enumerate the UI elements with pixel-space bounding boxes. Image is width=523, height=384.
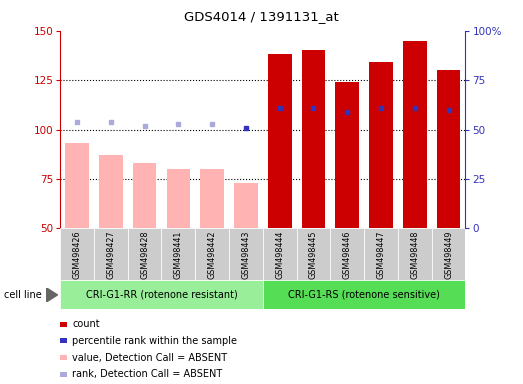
Bar bbox=[99, 155, 122, 228]
Bar bbox=[302, 50, 325, 228]
Bar bbox=[60, 355, 67, 360]
Bar bbox=[437, 70, 460, 228]
Bar bbox=[60, 372, 67, 376]
Text: GDS4014 / 1391131_at: GDS4014 / 1391131_at bbox=[184, 10, 339, 23]
Bar bbox=[229, 228, 263, 280]
Text: GSM498449: GSM498449 bbox=[444, 230, 453, 279]
Text: GSM498428: GSM498428 bbox=[140, 230, 149, 279]
Text: rank, Detection Call = ABSENT: rank, Detection Call = ABSENT bbox=[72, 369, 222, 379]
Text: count: count bbox=[72, 319, 100, 329]
Bar bbox=[369, 62, 393, 228]
Text: GSM498444: GSM498444 bbox=[275, 230, 284, 279]
Bar bbox=[60, 339, 67, 343]
Bar bbox=[331, 228, 364, 280]
Polygon shape bbox=[46, 288, 58, 302]
Bar bbox=[403, 41, 427, 228]
Bar bbox=[263, 280, 465, 309]
Bar bbox=[200, 169, 224, 228]
Bar bbox=[65, 144, 89, 228]
Bar bbox=[94, 228, 128, 280]
Bar bbox=[60, 228, 94, 280]
Bar bbox=[166, 169, 190, 228]
Bar bbox=[133, 163, 156, 228]
Text: CRI-G1-RS (rotenone sensitive): CRI-G1-RS (rotenone sensitive) bbox=[288, 290, 440, 300]
Text: GSM498447: GSM498447 bbox=[377, 230, 385, 279]
Bar bbox=[335, 82, 359, 228]
Text: GSM498427: GSM498427 bbox=[106, 230, 115, 279]
Text: CRI-G1-RR (rotenone resistant): CRI-G1-RR (rotenone resistant) bbox=[86, 290, 237, 300]
Bar bbox=[60, 280, 263, 309]
Bar bbox=[297, 228, 331, 280]
Bar bbox=[162, 228, 195, 280]
Bar bbox=[364, 228, 398, 280]
Text: GSM498448: GSM498448 bbox=[411, 230, 419, 279]
Bar bbox=[234, 183, 258, 228]
Text: GSM498442: GSM498442 bbox=[208, 230, 217, 279]
Text: GSM498441: GSM498441 bbox=[174, 230, 183, 279]
Text: GSM498426: GSM498426 bbox=[73, 230, 82, 279]
Bar bbox=[268, 55, 291, 228]
Bar bbox=[398, 228, 431, 280]
Text: GSM498443: GSM498443 bbox=[242, 230, 251, 279]
Text: GSM498446: GSM498446 bbox=[343, 230, 352, 279]
Bar bbox=[60, 322, 67, 327]
Text: percentile rank within the sample: percentile rank within the sample bbox=[72, 336, 237, 346]
Bar bbox=[195, 228, 229, 280]
Text: cell line: cell line bbox=[4, 290, 42, 300]
Bar bbox=[263, 228, 297, 280]
Text: GSM498445: GSM498445 bbox=[309, 230, 318, 279]
Text: value, Detection Call = ABSENT: value, Detection Call = ABSENT bbox=[72, 353, 228, 362]
Bar bbox=[431, 228, 465, 280]
Bar bbox=[128, 228, 162, 280]
